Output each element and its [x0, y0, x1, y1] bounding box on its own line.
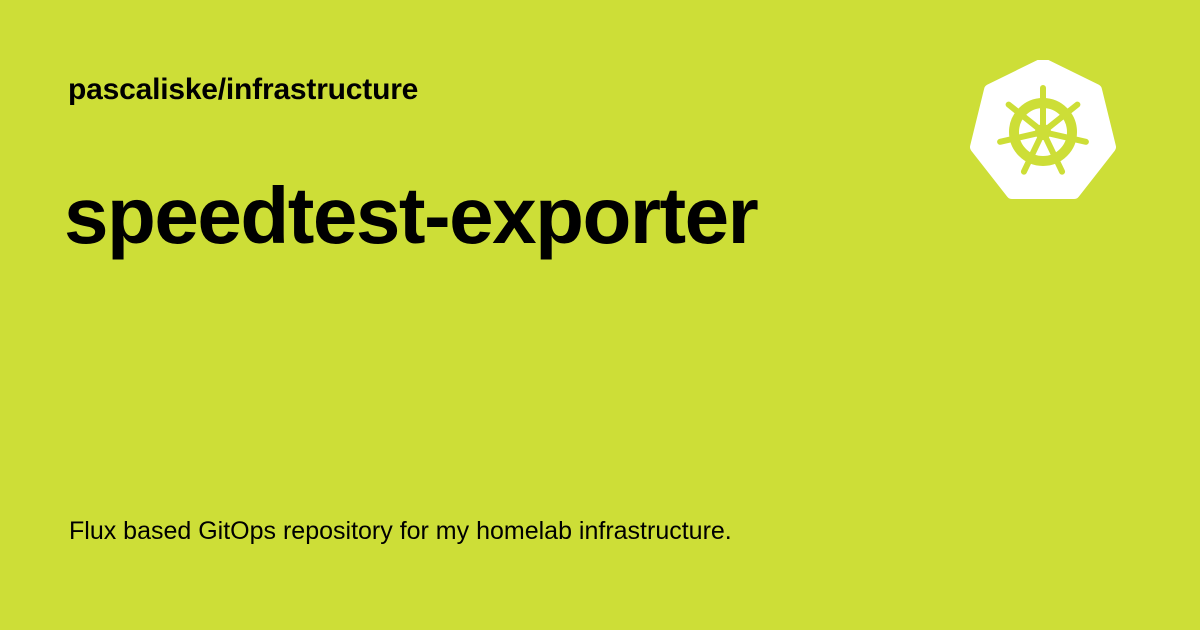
project-description: Flux based GitOps repository for my home… [69, 517, 732, 545]
project-title: speedtest-exporter [64, 171, 759, 260]
wheel-spoke [1046, 101, 1081, 131]
wheel-spoke [1047, 130, 1089, 145]
wheel-spoke [997, 130, 1039, 145]
wheel-spoke [1043, 136, 1066, 175]
repository-name: pascaliske/infrastructure [68, 73, 419, 106]
kubernetes-helm-wheel-icon [970, 60, 1116, 206]
wheel-spoke [1020, 136, 1043, 175]
wheel-spoke [1005, 101, 1040, 131]
